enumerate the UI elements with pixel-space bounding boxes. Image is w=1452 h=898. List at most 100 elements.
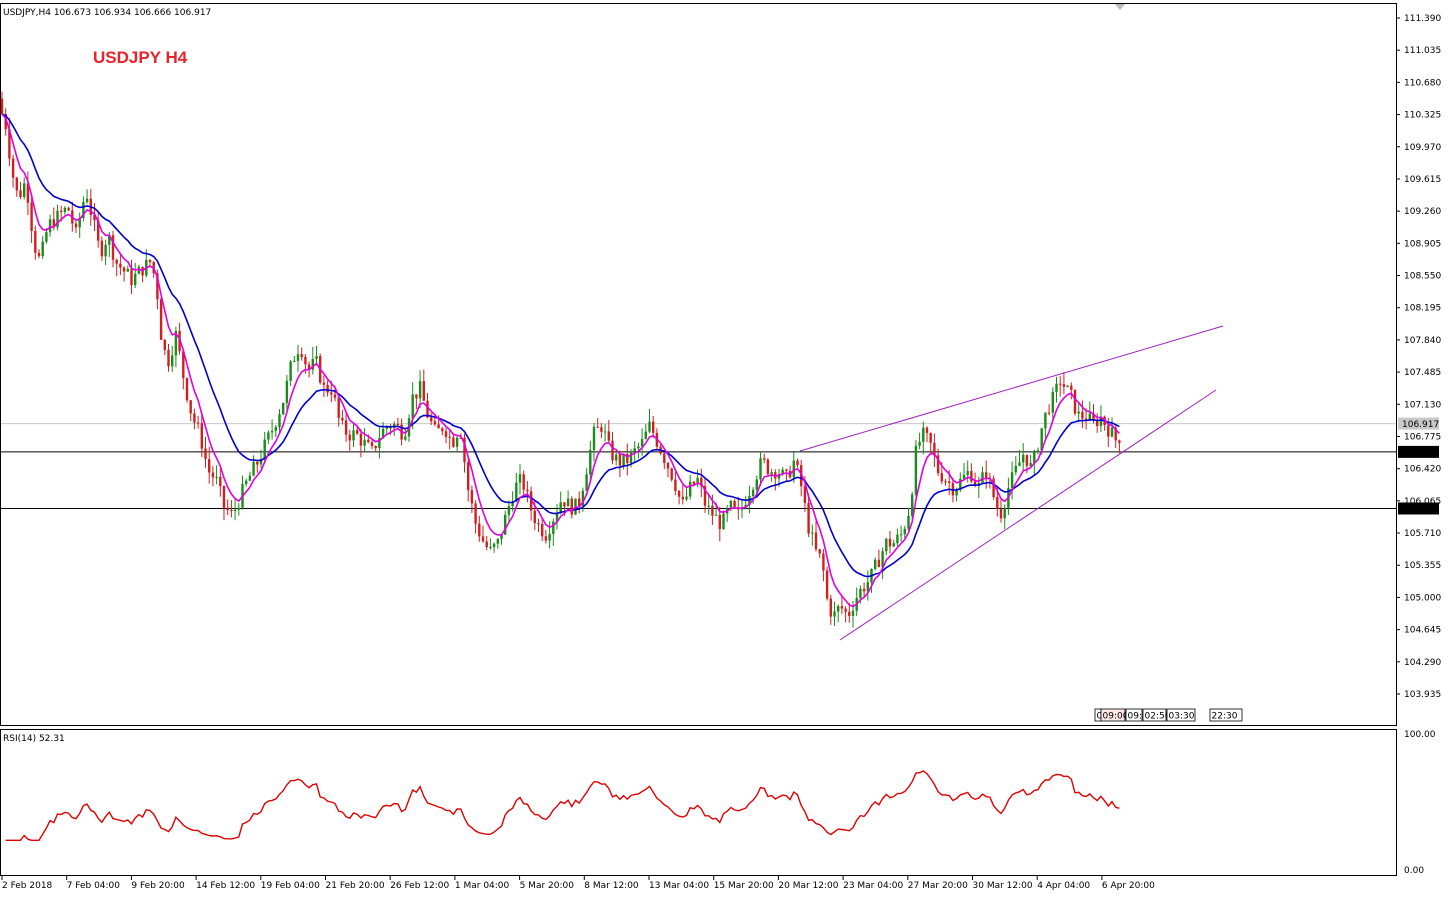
candle-body: [1010, 472, 1014, 489]
candle-body: [603, 431, 607, 433]
candle-body: [807, 503, 810, 534]
candle-body: [60, 210, 63, 213]
candle-body: [777, 473, 781, 479]
candle-body: [300, 354, 303, 358]
time-label: 13 Mar 04:00: [649, 881, 709, 891]
candle-body: [63, 207, 67, 213]
candle-body: [1029, 462, 1032, 466]
candle-body: [555, 513, 559, 522]
candle-body: [85, 198, 89, 202]
candle-body: [888, 538, 892, 547]
period-tab[interactable]: [1125, 708, 1143, 722]
candle-body: [26, 183, 30, 203]
candle-body: [966, 470, 969, 475]
candle-body: [426, 400, 429, 418]
price-label: 109.615: [1404, 175, 1441, 185]
shift-marker-icon[interactable]: [1115, 4, 1125, 10]
candle-body: [792, 460, 795, 478]
candle-body: [859, 588, 862, 598]
candle-body: [766, 459, 770, 475]
candle-body: [122, 267, 126, 272]
candle-body: [137, 266, 141, 274]
candle-body: [1110, 427, 1114, 437]
candle-body: [115, 259, 118, 264]
candle-body: [703, 486, 707, 506]
candle-body: [267, 432, 270, 440]
candle-body: [418, 381, 422, 399]
rsi-line: [5, 770, 1120, 841]
candle-body: [315, 356, 318, 359]
candle-body: [663, 453, 666, 463]
candle-body: [899, 534, 903, 536]
candle-body: [282, 402, 285, 415]
candle-body: [1003, 507, 1006, 519]
horizontal-levels[interactable]: 106.917 106.605 105.981: [1, 417, 1439, 515]
candle-body: [1014, 465, 1017, 473]
trendlines[interactable]: [799, 325, 1224, 641]
candle-body: [134, 273, 137, 286]
overlay-title: USDJPY H4: [93, 48, 188, 67]
candle-body: [489, 547, 492, 549]
period-tab[interactable]: [1209, 708, 1243, 722]
price-label: 108.905: [1404, 239, 1441, 249]
candle-body: [903, 528, 906, 535]
candle-body: [648, 421, 651, 432]
candle-body: [996, 496, 999, 509]
candle-body: [818, 549, 821, 554]
price-label: 105.710: [1404, 529, 1441, 539]
candle-body: [363, 439, 366, 446]
period-tab[interactable]: [1100, 708, 1126, 722]
candle-body: [270, 430, 274, 433]
candle-body: [163, 339, 166, 350]
candle-body: [592, 426, 596, 450]
candle-body: [973, 481, 977, 486]
candle-body: [159, 299, 163, 340]
time-label: 23 Mar 04:00: [843, 881, 903, 891]
candle-body: [441, 428, 444, 432]
time-label: 14 Feb 12:00: [196, 881, 255, 891]
period-tab-label: 09:00: [1103, 712, 1129, 722]
rsi-panel: [0, 729, 1397, 876]
rsi-top-label: 100.00: [1404, 730, 1436, 740]
upper-trendline[interactable]: [799, 325, 1224, 452]
candle-body: [626, 454, 629, 463]
candle-body: [481, 536, 485, 542]
candle-body: [185, 378, 189, 401]
candle-body: [526, 489, 529, 492]
candle-body: [1047, 412, 1051, 414]
price-label: 109.970: [1404, 143, 1441, 153]
candle-body: [230, 510, 233, 512]
time-label: 4 Apr 04:00: [1037, 881, 1090, 891]
candle-body: [1062, 384, 1066, 387]
candle-body: [685, 496, 688, 500]
candle-body: [237, 507, 240, 510]
candle-body: [459, 437, 462, 439]
candle-body: [233, 509, 237, 512]
candle-body: [34, 230, 37, 253]
candle-body: [696, 477, 699, 485]
candle-body: [348, 434, 351, 441]
candle-body: [274, 427, 277, 431]
price-label: 107.485: [1404, 368, 1441, 378]
lower-trendline[interactable]: [839, 389, 1217, 641]
candle-body: [999, 508, 1003, 519]
candle-body: [541, 523, 544, 537]
price-label: 106.065: [1404, 497, 1441, 507]
candle-body: [504, 514, 507, 535]
candle-body: [933, 442, 936, 456]
candle-body: [1040, 428, 1043, 451]
period-tab[interactable]: [1142, 708, 1167, 722]
candle-body: [1107, 425, 1110, 437]
candle-body: [437, 424, 440, 429]
period-tab[interactable]: [1166, 708, 1196, 722]
candle-body: [174, 330, 178, 356]
candle-body: [814, 532, 818, 550]
candle-body: [733, 500, 736, 508]
candle-body: [404, 436, 407, 440]
candle-body: [637, 446, 640, 449]
candle-body: [948, 481, 951, 483]
price-label: 108.550: [1404, 272, 1441, 282]
time-label: 26 Feb 12:00: [390, 881, 449, 891]
candle-body: [914, 445, 918, 495]
